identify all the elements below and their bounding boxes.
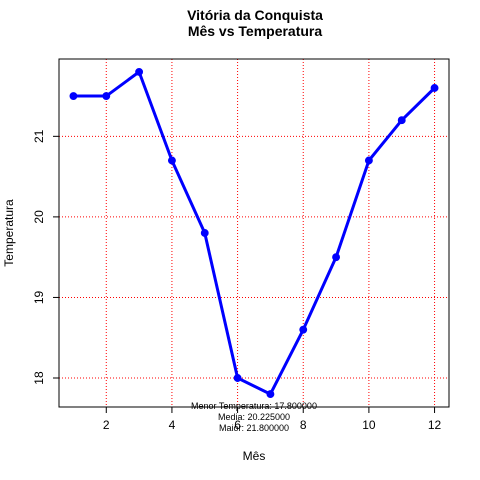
- y-axis: 18 19 20 21: [32, 129, 59, 385]
- line-segment: [367, 118, 404, 162]
- annotation-mean: Media: 20.225000: [218, 412, 290, 422]
- data-point: [233, 374, 242, 382]
- data-point: [299, 325, 308, 334]
- data-point: [135, 67, 144, 76]
- data-series: [71, 70, 437, 396]
- x-tick-label: 2: [103, 418, 110, 432]
- chart-subtitle: Mês vs Temperatura: [188, 23, 323, 39]
- x-axis-label: Mês: [243, 449, 266, 463]
- line-segment: [104, 70, 141, 98]
- line-segment: [137, 70, 174, 162]
- x-tick-label: 8: [300, 418, 307, 432]
- line-segment: [203, 231, 240, 380]
- line-segment: [334, 159, 371, 259]
- plot-frame: [58, 58, 450, 408]
- y-tick-label: 19: [32, 290, 46, 304]
- line-segment: [400, 86, 437, 122]
- data-point: [200, 229, 209, 237]
- x-tick-label: 4: [169, 418, 176, 432]
- data-point: [69, 92, 78, 101]
- data-point: [167, 156, 176, 165]
- data-point: [102, 92, 111, 101]
- data-point: [364, 156, 373, 165]
- data-point: [397, 116, 406, 125]
- annotation-max: Maior: 21.800000: [219, 423, 289, 433]
- data-points: [69, 67, 439, 399]
- data-point: [332, 253, 341, 262]
- chart-title: Vitória da Conquista: [187, 7, 323, 23]
- y-axis-label: Temperatura: [2, 199, 16, 267]
- grid: [59, 59, 449, 407]
- y-tick-label: 20: [32, 210, 46, 224]
- y-tick-label: 18: [32, 371, 46, 385]
- line-segment: [301, 255, 338, 332]
- y-tick-label: 21: [32, 129, 46, 143]
- x-tick-label: 12: [428, 418, 442, 432]
- line-segment: [170, 159, 207, 235]
- line-segment: [268, 328, 305, 396]
- line-segment: [236, 376, 272, 396]
- annotation-min: Menor Temperatura: 17.800000: [191, 401, 317, 411]
- x-tick-label: 6: [234, 418, 241, 432]
- data-point: [430, 84, 439, 92]
- x-axis: 2 4 6 8 10 12: [103, 407, 442, 432]
- data-point: [266, 390, 275, 399]
- x-tick-label: 10: [362, 418, 376, 432]
